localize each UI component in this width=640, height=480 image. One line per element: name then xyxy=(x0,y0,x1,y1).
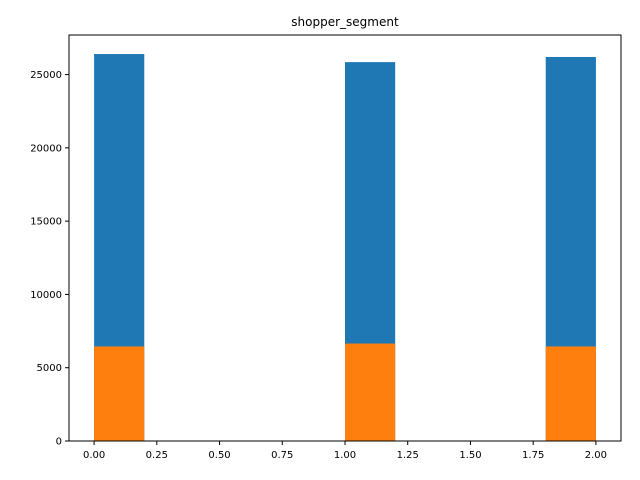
histogram-bar-s1-b2 xyxy=(545,346,596,441)
y-tick-label-3: 15000 xyxy=(30,217,62,228)
x-axis-ticks: 0.00 0.25 0.50 0.75 1.00 1.25 1.50 1.75 2.00 xyxy=(83,441,607,461)
y-tick-label-5: 25000 xyxy=(30,70,62,81)
y-tick-label-2: 10000 xyxy=(30,290,62,301)
axes-frame xyxy=(68,34,622,442)
chart-title: shopper_segment xyxy=(291,15,399,29)
bar-group xyxy=(94,54,596,442)
x-tick-label-4: 1.00 xyxy=(334,450,356,461)
x-tick-label-3: 0.75 xyxy=(271,450,293,461)
y-tick-label-1: 5000 xyxy=(37,363,62,374)
x-tick-label-5: 1.25 xyxy=(397,450,419,461)
x-tick-label-8: 2.00 xyxy=(585,450,607,461)
histogram-bar-s1-b0 xyxy=(94,346,145,441)
y-axis-ticks: 0 5000 10000 15000 20000 25000 xyxy=(30,70,69,448)
y-tick-label-4: 20000 xyxy=(30,143,62,154)
x-tick-label-1: 0.25 xyxy=(146,450,168,461)
x-tick-label-0: 0.00 xyxy=(83,450,105,461)
y-tick-label-0: 0 xyxy=(56,437,62,448)
histogram-bar-s1-b1 xyxy=(345,343,396,441)
x-tick-label-6: 1.50 xyxy=(459,450,481,461)
x-tick-label-7: 1.75 xyxy=(522,450,544,461)
x-tick-label-2: 0.50 xyxy=(208,450,230,461)
